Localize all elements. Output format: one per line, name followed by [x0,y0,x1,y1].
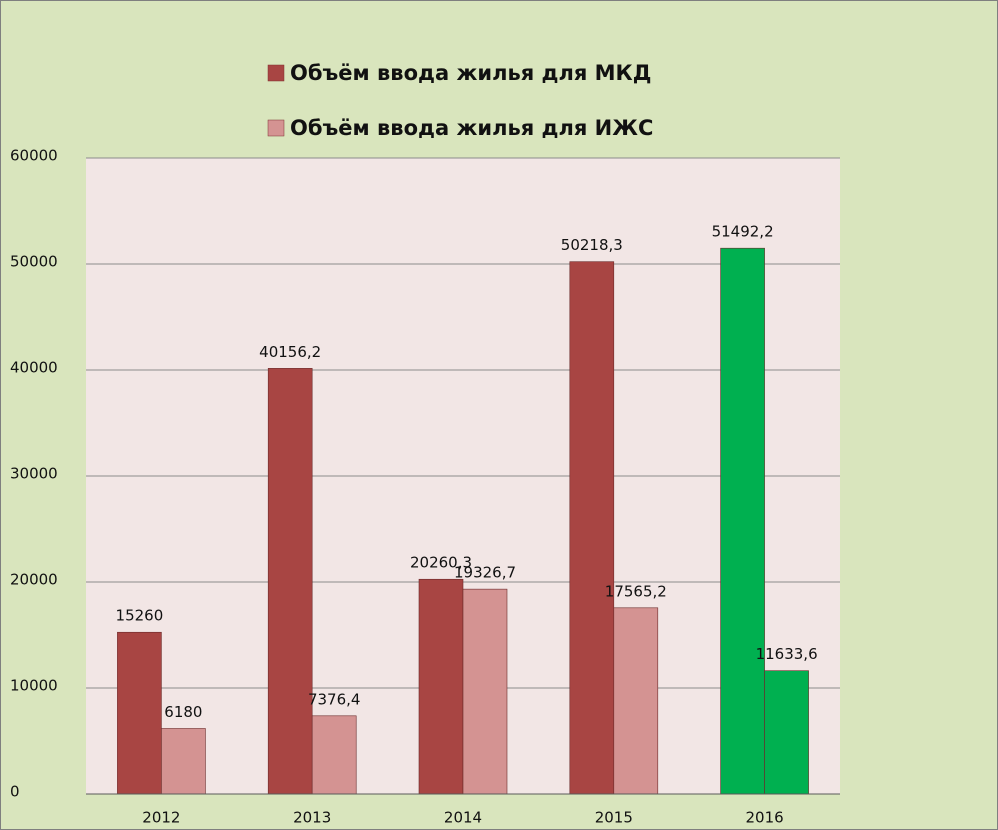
value-label: 7376,4 [308,690,361,708]
y-tick-label: 10000 [10,677,58,695]
value-label: 11633,6 [756,645,818,663]
x-tick-label: 2016 [746,809,784,827]
bar [764,670,809,795]
y-tick-label: 30000 [10,465,58,483]
bar [613,607,659,795]
bar [267,368,313,795]
legend-swatch [267,119,285,137]
value-label: 6180 [164,703,202,721]
x-tick-label: 2013 [293,809,331,827]
y-tick-label: 50000 [10,253,58,271]
value-label: 20260,3 [410,554,472,572]
value-label: 19326,7 [454,564,516,582]
bar [720,247,765,795]
bar [117,631,162,795]
bar [569,261,615,795]
bar [161,728,206,795]
bar [418,578,464,795]
legend-label: Объём ввода жилья для МКД [290,61,651,85]
x-tick-label: 2012 [142,809,180,827]
y-tick-label: 0 [10,783,20,801]
value-label: 15260 [116,607,164,625]
value-label: 40156,2 [259,343,321,361]
value-label: 17565,2 [605,582,667,600]
x-tick-label: 2014 [444,809,482,827]
y-tick-label: 60000 [10,147,58,165]
y-tick-label: 20000 [10,571,58,589]
x-tick-label: 2015 [595,809,633,827]
value-label: 51492,2 [712,223,774,241]
y-tick-label: 40000 [10,359,58,377]
bar [311,715,357,795]
legend-swatch [267,64,285,82]
value-label: 50218,3 [561,236,623,254]
bar [462,588,508,795]
legend-label: Объём ввода жилья для ИЖС [290,116,653,140]
